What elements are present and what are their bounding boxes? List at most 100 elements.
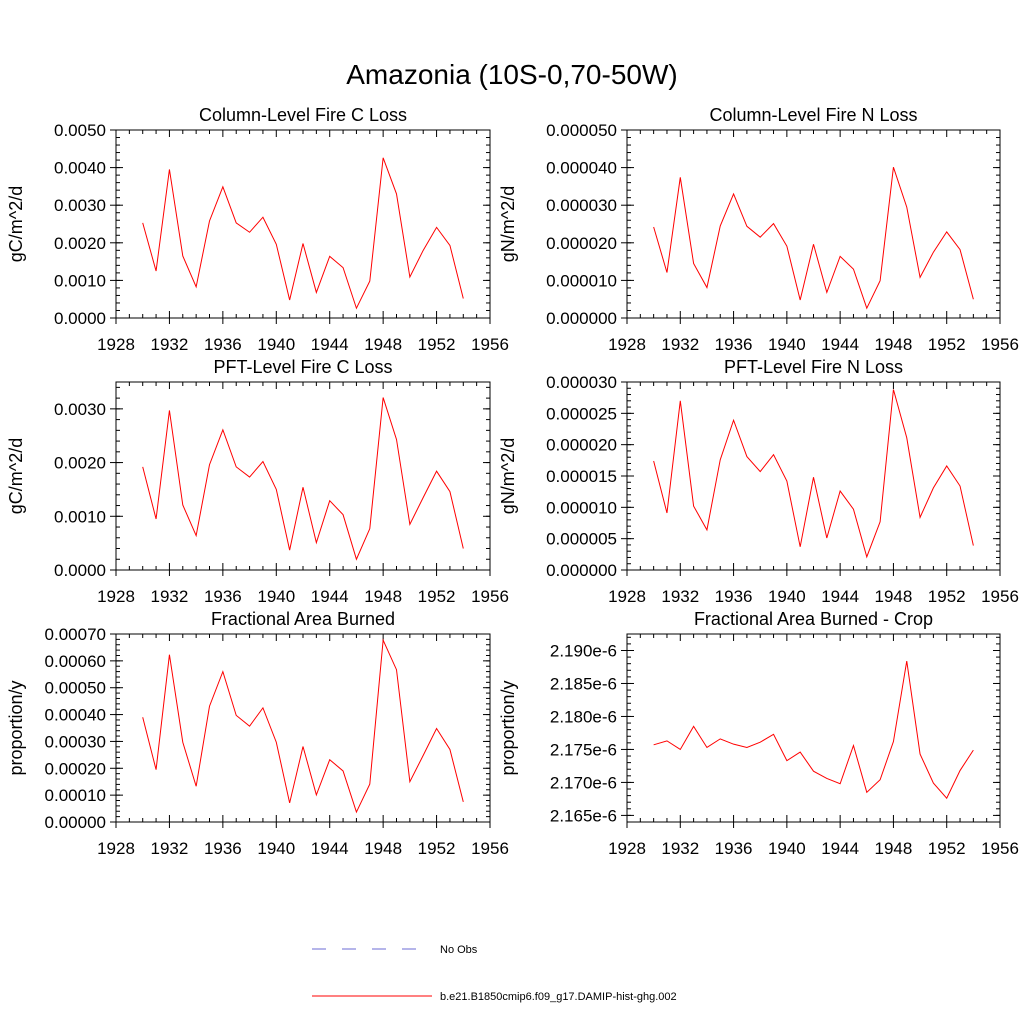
y-axis-label: proportion/y (498, 680, 518, 775)
y-tick-label: 2.185e-6 (550, 674, 617, 693)
y-axis-label: gN/m^2/d (498, 438, 518, 514)
y-tick-label: 0.00020 (45, 759, 106, 778)
plot-frame (626, 381, 1001, 571)
x-tick-label: 1944 (821, 587, 859, 606)
chart-panel-5: 1928 1932 1936 1940 1944 1948 1952 1956 0.00000 0… (6, 609, 509, 858)
panel-title: Column-Level Fire C Loss (199, 105, 407, 125)
series-line (653, 660, 974, 800)
y-tick-label: 0.000015 (546, 467, 617, 486)
x-tick-label: 1952 (928, 587, 966, 606)
x-tick-label: 1956 (981, 839, 1019, 858)
x-tick-label: 1928 (97, 335, 135, 354)
x-tick-label: 1932 (151, 839, 189, 858)
legend-label-model: b.e21.B1850cmip6.f09_g17.DAMIP-hist-ghg.… (440, 991, 677, 1003)
y-tick-label: 0.000010 (546, 271, 617, 290)
panel-title: Column-Level Fire N Loss (709, 105, 917, 125)
y-axis-label: gC/m^2/d (6, 186, 26, 262)
y-tick-label: 0.000000 (546, 561, 617, 580)
panel-title: PFT-Level Fire N Loss (724, 357, 903, 377)
y-tick-label: 0.000020 (546, 436, 617, 455)
x-tick-label: 1928 (97, 839, 135, 858)
x-tick-label: 1944 (311, 839, 349, 858)
x-tick-label: 1932 (151, 335, 189, 354)
y-tick-label: 0.000005 (546, 530, 617, 549)
y-tick-label: 0.0000 (54, 309, 106, 328)
x-tick-label: 1952 (418, 587, 456, 606)
x-tick-label: 1948 (364, 839, 402, 858)
x-tick-label: 1936 (715, 839, 753, 858)
y-tick-label: 0.00040 (45, 706, 106, 725)
x-tick-label: 1940 (768, 335, 806, 354)
panel-title: Fractional Area Burned - Crop (694, 609, 933, 629)
x-tick-label: 1952 (928, 335, 966, 354)
x-tick-label: 1956 (981, 587, 1019, 606)
y-tick-label: 0.000010 (546, 498, 617, 517)
y-tick-label: 0.00030 (45, 732, 106, 751)
x-tick-label: 1944 (821, 335, 859, 354)
y-tick-label: 0.0000 (54, 561, 106, 580)
y-axis-label: gC/m^2/d (6, 438, 26, 514)
x-tick-label: 1932 (661, 335, 699, 354)
y-tick-label: 0.000030 (546, 373, 617, 392)
panels: 1928 1932 1936 1940 1944 1948 1952 1956 0.0000 0.… (6, 105, 1019, 858)
plot-frame (626, 633, 1001, 823)
x-tick-label: 1936 (204, 335, 242, 354)
figure-title: Amazonia (10S-0,70-50W) (346, 59, 677, 90)
x-tick-label: 1928 (608, 587, 646, 606)
chart-panel-2: 1928 1932 1936 1940 1944 1948 1952 1956 0.000000… (498, 105, 1019, 354)
plot-frame (115, 633, 491, 823)
y-tick-label: 0.00000 (45, 813, 106, 832)
x-tick-label: 1956 (471, 335, 509, 354)
x-tick-label: 1948 (364, 587, 402, 606)
x-tick-label: 1932 (151, 587, 189, 606)
y-tick-label: 0.000020 (546, 234, 617, 253)
y-tick-label: 0.0030 (54, 400, 106, 419)
series-line (653, 167, 974, 310)
y-tick-label: 0.0040 (54, 159, 106, 178)
x-tick-label: 1944 (311, 587, 349, 606)
x-tick-label: 1936 (204, 839, 242, 858)
y-tick-label: 0.00050 (45, 679, 106, 698)
y-tick-label: 2.180e-6 (550, 707, 617, 726)
x-tick-label: 1940 (768, 839, 806, 858)
y-tick-label: 0.000050 (546, 121, 617, 140)
y-tick-label: 0.000030 (546, 196, 617, 215)
panel-title: Fractional Area Burned (211, 609, 395, 629)
chart-panel-6: 1928 1932 1936 1940 1944 1948 1952 1956 2.165e-6… (498, 609, 1019, 858)
x-tick-label: 1940 (257, 587, 295, 606)
x-tick-label: 1952 (418, 839, 456, 858)
panel-title: PFT-Level Fire C Loss (213, 357, 392, 377)
x-tick-label: 1940 (257, 335, 295, 354)
x-tick-label: 1948 (875, 587, 913, 606)
x-tick-label: 1956 (981, 335, 1019, 354)
chart-panel-3: 1928 1932 1936 1940 1944 1948 1952 1956 0.0000 0.… (6, 357, 509, 606)
y-axis-label: gN/m^2/d (498, 186, 518, 262)
y-tick-label: 0.0030 (54, 196, 106, 215)
y-tick-label: 2.170e-6 (550, 773, 617, 792)
x-tick-label: 1944 (311, 335, 349, 354)
y-tick-label: 0.000040 (546, 159, 617, 178)
y-tick-label: 0.0010 (54, 271, 106, 290)
x-tick-label: 1956 (471, 839, 509, 858)
x-tick-label: 1940 (768, 587, 806, 606)
plot-frame (626, 129, 1001, 319)
y-tick-label: 0.000000 (546, 309, 617, 328)
x-tick-label: 1932 (661, 839, 699, 858)
x-tick-label: 1928 (608, 335, 646, 354)
series-line (142, 397, 464, 561)
x-tick-label: 1948 (875, 839, 913, 858)
x-tick-label: 1936 (715, 587, 753, 606)
y-tick-label: 2.175e-6 (550, 740, 617, 759)
series-line (653, 389, 974, 559)
y-tick-label: 0.00070 (45, 625, 106, 644)
y-tick-label: 0.000025 (546, 404, 617, 423)
x-tick-label: 1940 (257, 839, 295, 858)
x-tick-label: 1944 (821, 839, 859, 858)
y-axis-label: proportion/y (6, 680, 26, 775)
y-tick-label: 0.0010 (54, 507, 106, 526)
chart-panel-4: 1928 1932 1936 1940 1944 1948 1952 1956 0.000000… (498, 357, 1019, 606)
y-tick-label: 0.0050 (54, 121, 106, 140)
x-tick-label: 1952 (418, 335, 456, 354)
x-tick-label: 1928 (608, 839, 646, 858)
